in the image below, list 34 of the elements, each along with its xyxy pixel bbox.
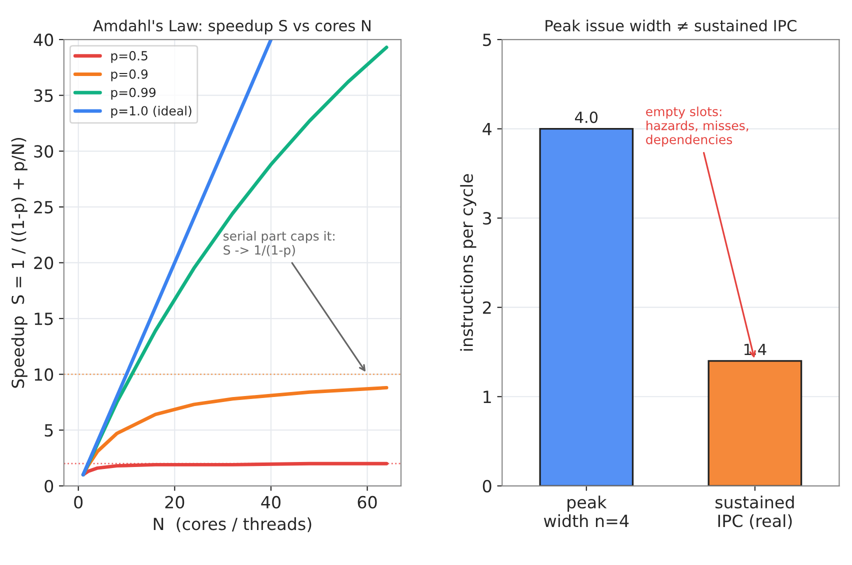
y-tick-label: 35 [34,89,53,102]
y-axis-title: Speedup S = 1 / ((1-p) + p/N) [11,138,28,388]
y-tick-label: 1 [484,390,491,403]
y-tick-label: 2 [483,301,491,314]
annotation: empty slots: hazards, misses, dependencies [646,106,748,147]
x-axis-title: N (cores / threads) [154,517,312,532]
x-tick-label: 40 [261,496,280,509]
x-tick-label: sustained IPC (real) [716,496,794,530]
chart-title: Amdahl's Law: speedup S vs cores N [93,20,370,34]
legend-label: p=1.0 (ideal) [111,106,192,118]
data-label: 4.0 [574,112,598,124]
y-tick-label: 3 [483,212,492,225]
annotation: serial part caps it: S -> 1/(1-p) [223,231,334,258]
legend-label: p=0.9 [111,69,148,82]
legend-label: p=0.5 [111,51,148,63]
line-series [81,462,388,476]
y-tick-label: 20 [34,256,54,270]
y-tick-label: 40 [34,34,54,46]
x-tick-label: 20 [165,496,184,509]
y-tick-label: 15 [34,312,53,326]
chart-title: Peak issue width ≠ sustained IPC [546,20,796,32]
y-tick-label: 5 [483,34,491,46]
y-tick-label: 10 [34,368,54,381]
y-tick-label: 0 [482,480,492,492]
legend-label: p=0.99 [111,88,156,100]
y-tick-label: 0 [44,480,54,492]
y-tick-label: 25 [34,200,53,214]
y-tick-label: 30 [34,145,54,158]
x-tick-label: 0 [74,496,83,509]
y-tick-label: 5 [44,424,53,437]
x-tick-label: 60 [358,496,377,509]
y-tick-label: 4 [482,123,492,136]
y-axis-title: instructions per cycle [460,174,476,351]
x-tick-label: peak width n=4 [544,496,629,528]
